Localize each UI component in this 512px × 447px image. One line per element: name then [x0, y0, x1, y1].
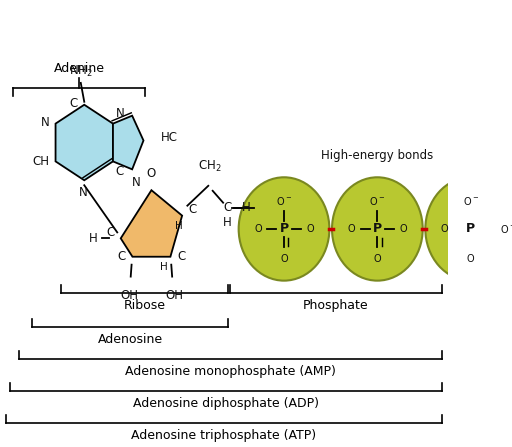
Polygon shape — [121, 190, 182, 257]
Text: Adenosine: Adenosine — [97, 333, 163, 346]
Text: OH: OH — [165, 288, 183, 302]
Text: C: C — [106, 226, 114, 239]
Text: P: P — [280, 223, 289, 236]
Text: C: C — [117, 250, 125, 263]
Text: H: H — [89, 232, 97, 245]
Polygon shape — [113, 116, 143, 169]
Circle shape — [239, 177, 329, 281]
Text: O: O — [147, 167, 156, 180]
Text: C: C — [223, 201, 231, 214]
Text: P: P — [373, 223, 382, 236]
Text: C: C — [188, 203, 197, 216]
Text: O: O — [254, 224, 262, 234]
Text: H: H — [160, 261, 168, 272]
Text: Ribose: Ribose — [123, 299, 165, 312]
Text: C: C — [116, 165, 124, 178]
Text: N: N — [41, 116, 50, 129]
Text: O$^-$: O$^-$ — [369, 195, 386, 207]
Text: N: N — [79, 186, 88, 199]
Text: HC: HC — [161, 131, 178, 144]
Text: C: C — [178, 250, 186, 263]
Text: CH: CH — [32, 155, 49, 168]
Text: C: C — [70, 97, 78, 110]
Text: High-energy bonds: High-energy bonds — [321, 149, 434, 162]
Circle shape — [332, 177, 423, 281]
Text: N: N — [132, 176, 141, 189]
Text: O$^-$: O$^-$ — [463, 195, 479, 207]
Text: H: H — [223, 216, 232, 229]
Text: N: N — [116, 107, 124, 120]
Text: O: O — [400, 224, 408, 234]
Text: O$^-$: O$^-$ — [276, 195, 292, 207]
Text: O: O — [306, 224, 314, 234]
Text: Adenine: Adenine — [54, 62, 104, 75]
Text: OH: OH — [120, 288, 138, 302]
Text: CH$_2$: CH$_2$ — [198, 159, 222, 174]
Text: O: O — [441, 224, 449, 234]
Text: O: O — [280, 254, 288, 264]
Text: O: O — [347, 224, 355, 234]
Text: O$^-$: O$^-$ — [500, 223, 512, 235]
Text: NH$_2$: NH$_2$ — [69, 64, 93, 79]
Text: O: O — [467, 254, 475, 264]
Text: Adenosine diphosphate (ADP): Adenosine diphosphate (ADP) — [133, 397, 319, 410]
Circle shape — [425, 177, 512, 281]
Text: O: O — [374, 254, 381, 264]
Text: Adenosine triphosphate (ATP): Adenosine triphosphate (ATP) — [131, 429, 316, 442]
Text: Phosphate: Phosphate — [303, 299, 369, 312]
Text: P: P — [466, 223, 475, 236]
Polygon shape — [56, 105, 113, 180]
Text: H: H — [175, 220, 182, 231]
Text: H: H — [242, 201, 251, 214]
Text: Adenosine monophosphate (AMP): Adenosine monophosphate (AMP) — [125, 365, 336, 378]
